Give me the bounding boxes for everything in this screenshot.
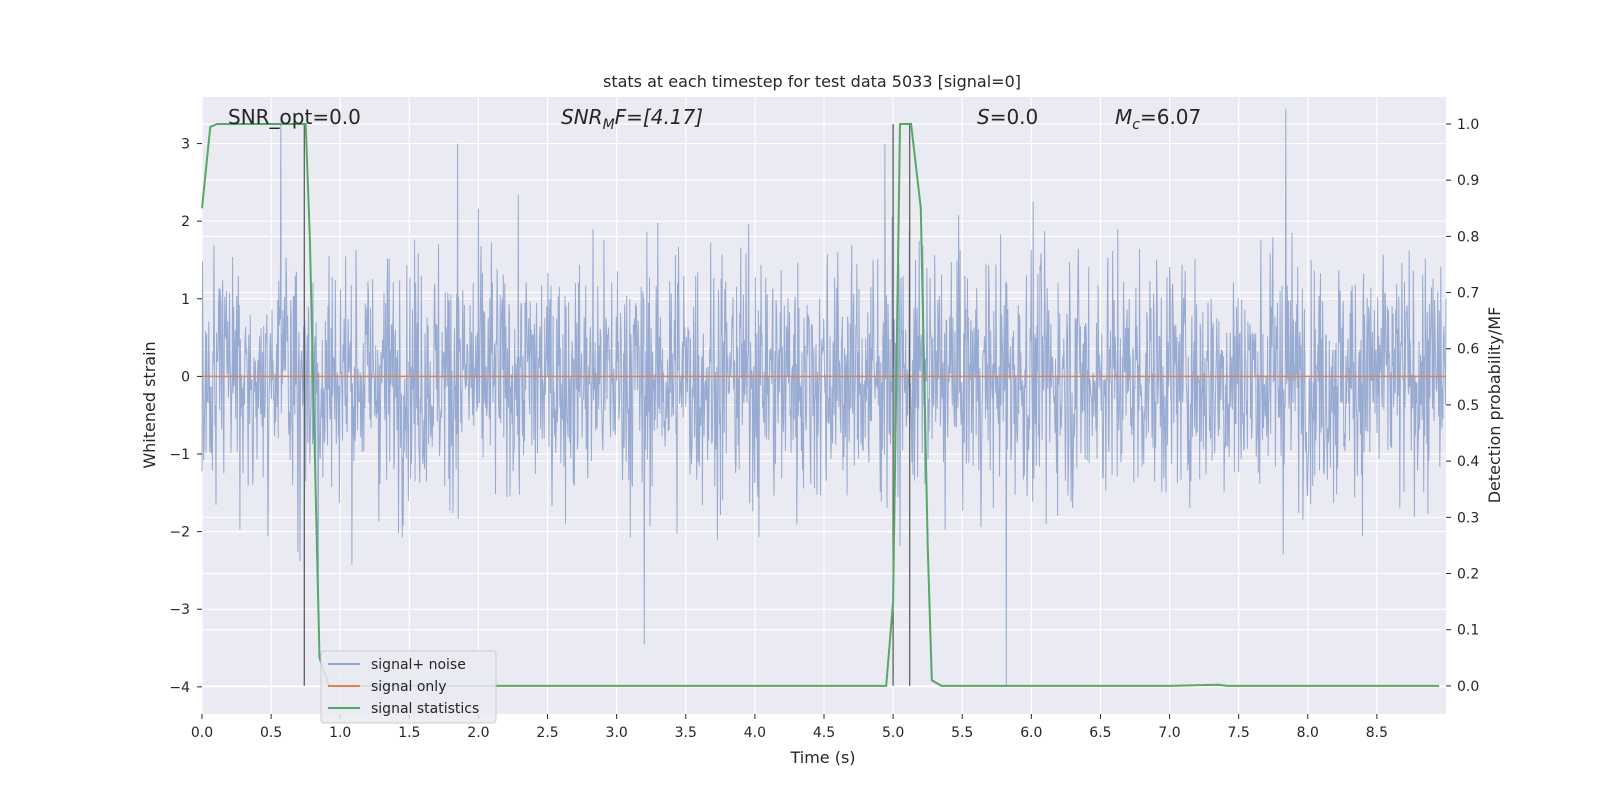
y2-tick-label: 1.0 [1457, 117, 1479, 133]
x-tick-label: 7.5 [1228, 725, 1250, 741]
snr-mf-annotation: SNRMF=[4.17] [561, 105, 703, 133]
y2-tick-label: 0.3 [1457, 510, 1479, 526]
y2-tick-label: 0.7 [1457, 286, 1479, 302]
legend: signal+ noise signal only signal statist… [320, 650, 497, 724]
y-axis-ticks: −4 −3 −2 −1 0 1 2 3 [169, 137, 202, 696]
legend-label-signal-statistics: signal statistics [371, 701, 479, 717]
mc-sub: c [1132, 117, 1140, 133]
x-axis-label: Time (s) [789, 748, 855, 767]
y-tick-label: −3 [169, 602, 190, 618]
x-tick-label: 5.0 [882, 725, 904, 741]
s-rest: =0.0 [990, 105, 1039, 129]
y-tick-label: −4 [169, 680, 190, 696]
mc-base: M [1115, 105, 1132, 129]
y-tick-label: 1 [181, 292, 190, 308]
x-tick-label: 5.5 [951, 725, 973, 741]
y-tick-label: 0 [181, 369, 190, 385]
signal-noise-series [201, 108, 1447, 687]
x-tick-label: 6.0 [1020, 725, 1042, 741]
y2-tick-label: 0.8 [1457, 229, 1479, 245]
x-tick-label: 1.5 [398, 725, 420, 741]
signal-statistics-series [201, 123, 1440, 687]
snr-mf-base: SNR [561, 105, 603, 129]
y2-tick-label: 0.2 [1457, 567, 1479, 583]
x-tick-label: 7.0 [1158, 725, 1180, 741]
y2-tick-label: 0.5 [1457, 398, 1479, 414]
x-tick-label: 0.0 [191, 725, 213, 741]
signal-noise-line [201, 108, 1447, 687]
y2-tick-label: 0.4 [1457, 454, 1479, 470]
y-tick-label: −2 [169, 525, 190, 541]
x-tick-label: 8.0 [1297, 725, 1319, 741]
x-tick-label: 1.0 [329, 725, 351, 741]
y-tick-label: −1 [169, 447, 190, 463]
snr-mf-sub: M [603, 117, 615, 133]
x-tick-label: 4.0 [744, 725, 766, 741]
x-tick-label: 0.5 [260, 725, 282, 741]
y2-tick-label: 0.0 [1457, 679, 1479, 695]
x-tick-label: 3.5 [675, 725, 697, 741]
snr-opt-annotation: SNR_opt=0.0 [228, 105, 361, 129]
y-tick-label: 3 [181, 137, 190, 153]
x-tick-label: 8.5 [1366, 725, 1388, 741]
x-tick-label: 2.0 [467, 725, 489, 741]
legend-box [320, 650, 497, 724]
y2-tick-label: 0.6 [1457, 342, 1479, 358]
y2-tick-label: 0.1 [1457, 623, 1479, 639]
y-tick-label: 2 [181, 214, 190, 230]
x-tick-label: 6.5 [1089, 725, 1111, 741]
signal-statistics-line [201, 123, 1440, 687]
y2-axis-label: Detection probability/MF [1485, 307, 1504, 504]
x-tick-label: 3.0 [606, 725, 628, 741]
x-axis-ticks: 0.0 0.5 1.0 1.5 2.0 2.5 3.0 3.5 4.0 4.5 5.0 5.5 6.0 6… [191, 714, 1388, 741]
chart-title: stats at each timestep for test data 503… [603, 72, 1021, 91]
snr-mf-rest: F=[4.17] [615, 105, 703, 129]
y2-tick-label: 0.9 [1457, 173, 1479, 189]
x-tick-label: 4.5 [813, 725, 835, 741]
legend-label-signal-noise: signal+ noise [371, 657, 466, 673]
legend-label-signal-only: signal only [371, 679, 446, 695]
y-axis-label: Whitened strain [140, 341, 159, 468]
y2-axis-ticks: 0.0 0.1 0.2 0.3 0.4 0.5 0.6 0.7 0.8 0.9 1.0 [1446, 117, 1479, 695]
x-tick-label: 2.5 [536, 725, 558, 741]
mc-annotation: Mc=6.07 [1115, 105, 1201, 133]
s-annotation: S=0.0 [977, 105, 1038, 129]
s-italic: S [977, 105, 990, 129]
mc-rest: =6.07 [1140, 105, 1201, 129]
